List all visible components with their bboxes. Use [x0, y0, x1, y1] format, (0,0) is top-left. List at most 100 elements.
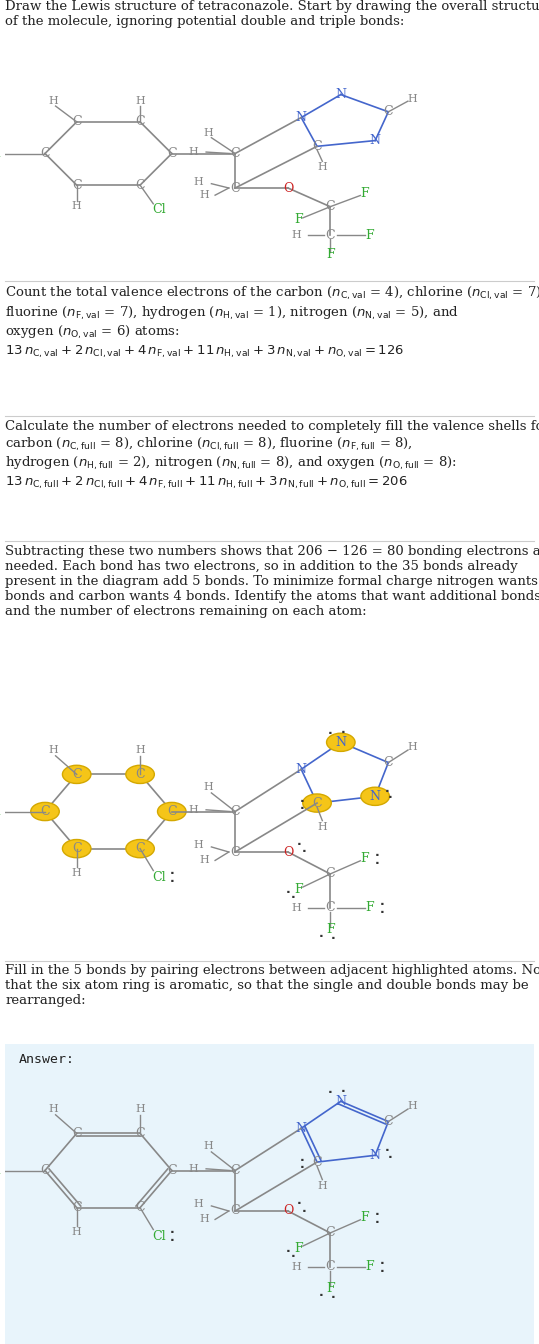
Text: H: H [72, 868, 81, 878]
Text: F: F [326, 247, 335, 261]
Text: ·: · [297, 1198, 302, 1210]
Text: H: H [135, 745, 145, 755]
Text: F: F [360, 852, 369, 866]
Text: ·: · [379, 1257, 384, 1270]
FancyBboxPatch shape [0, 1042, 539, 1344]
Text: C: C [326, 228, 335, 242]
Text: ·: · [297, 839, 302, 851]
Text: H: H [317, 163, 327, 172]
Text: H: H [72, 202, 81, 211]
Text: Cl: Cl [152, 203, 165, 216]
Text: ·: · [384, 1144, 389, 1157]
Circle shape [361, 788, 389, 805]
Circle shape [126, 840, 154, 857]
Text: ·: · [388, 792, 392, 805]
Text: F: F [326, 923, 335, 937]
Text: C: C [135, 767, 145, 781]
Text: Cl: Cl [0, 146, 1, 160]
Text: F: F [360, 1211, 369, 1224]
Text: C: C [230, 845, 240, 859]
Text: H: H [317, 823, 327, 832]
Text: ·: · [330, 931, 335, 945]
Text: C: C [312, 140, 322, 153]
Text: ·: · [330, 1290, 335, 1304]
Text: C: C [167, 1164, 177, 1177]
Text: F: F [365, 228, 374, 242]
Text: ·: · [328, 727, 333, 741]
Text: H: H [48, 95, 58, 106]
Text: C: C [230, 1204, 240, 1218]
Text: C: C [312, 1156, 322, 1168]
Text: H: H [204, 128, 213, 137]
Text: C: C [167, 805, 177, 818]
Text: C: C [384, 105, 393, 118]
Text: H: H [292, 230, 301, 241]
Text: N: N [335, 1095, 347, 1107]
Text: H: H [199, 1215, 209, 1224]
Text: ·: · [301, 845, 306, 859]
Text: C: C [40, 1164, 50, 1177]
Text: C: C [326, 902, 335, 914]
Text: ·: · [291, 891, 296, 905]
Text: ·: · [384, 785, 389, 798]
Text: ·: · [375, 1216, 379, 1230]
Text: N: N [335, 735, 347, 749]
Text: H: H [317, 1181, 327, 1191]
Circle shape [63, 765, 91, 784]
Text: C: C [326, 1227, 335, 1239]
Text: C: C [230, 181, 240, 195]
Text: ·: · [375, 849, 379, 862]
Text: O: O [283, 1204, 293, 1218]
Circle shape [63, 840, 91, 857]
Text: C: C [326, 200, 335, 214]
Text: ·: · [291, 1250, 296, 1263]
Text: N: N [370, 134, 381, 146]
Text: ·: · [169, 1226, 174, 1239]
Text: Calculate the number of electrons needed to completely fill the valence shells f: Calculate the number of electrons needed… [5, 419, 539, 491]
Text: H: H [407, 1101, 417, 1111]
Text: O: O [283, 181, 293, 195]
Text: N: N [370, 790, 381, 802]
Text: H: H [48, 1103, 58, 1114]
Text: Cl: Cl [152, 1230, 165, 1243]
Text: ·: · [300, 801, 305, 814]
Text: ·: · [300, 794, 305, 808]
Text: ·: · [379, 1265, 384, 1278]
Text: Answer:: Answer: [18, 1052, 74, 1066]
Text: H: H [194, 1199, 203, 1210]
Text: H: H [135, 95, 145, 106]
Text: N: N [296, 763, 307, 775]
Text: ·: · [300, 1154, 305, 1167]
Text: C: C [72, 116, 81, 129]
Text: C: C [135, 1202, 145, 1214]
Text: F: F [365, 902, 374, 914]
Text: C: C [312, 797, 322, 809]
Text: C: C [167, 146, 177, 160]
Text: C: C [72, 843, 81, 855]
Text: H: H [189, 146, 198, 157]
Text: H: H [194, 177, 203, 187]
Text: C: C [40, 805, 50, 818]
Text: ·: · [300, 1161, 305, 1173]
Text: H: H [199, 191, 209, 200]
Text: N: N [335, 89, 347, 101]
Text: C: C [326, 867, 335, 880]
Text: C: C [135, 843, 145, 855]
Text: N: N [296, 112, 307, 124]
Text: C: C [230, 1164, 240, 1177]
Text: H: H [407, 742, 417, 753]
Text: Cl: Cl [0, 1164, 1, 1177]
Text: C: C [72, 179, 81, 192]
Text: ·: · [341, 1086, 346, 1098]
Text: ·: · [341, 726, 346, 739]
Text: C: C [230, 146, 240, 160]
Text: C: C [72, 1202, 81, 1214]
Text: Cl: Cl [0, 805, 1, 818]
Text: F: F [294, 1242, 303, 1255]
Text: ·: · [379, 898, 384, 911]
Circle shape [327, 734, 355, 751]
Text: H: H [48, 745, 58, 755]
Circle shape [303, 794, 331, 812]
Text: Subtracting these two numbers shows that 206 − 126 = 80 bonding electrons are
ne: Subtracting these two numbers shows that… [5, 546, 539, 618]
Text: C: C [135, 1126, 145, 1140]
